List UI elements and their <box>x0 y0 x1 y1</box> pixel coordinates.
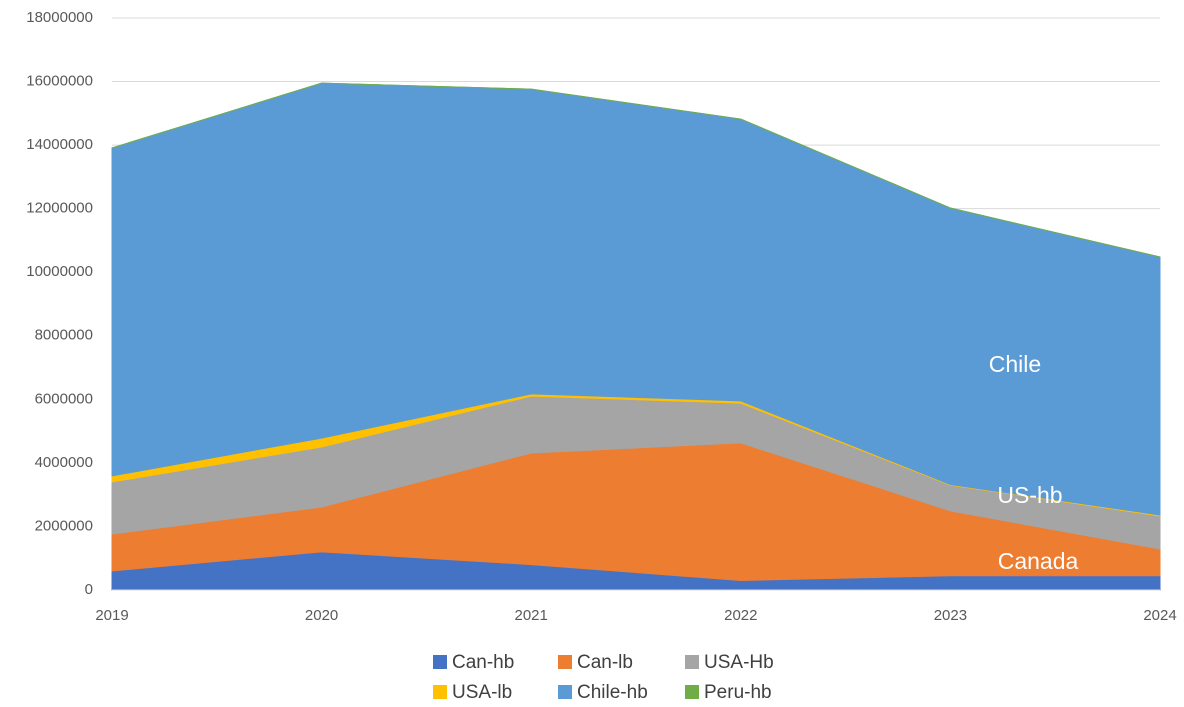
annotation: Canada <box>998 548 1079 574</box>
x-tick-label: 2021 <box>515 607 548 624</box>
x-tick-label: 2022 <box>724 607 757 624</box>
legend-label: Can-hb <box>452 652 514 673</box>
legend-swatch <box>433 655 447 669</box>
legend-swatch <box>685 685 699 699</box>
y-tick-label: 6000000 <box>35 390 93 407</box>
x-tick-label: 2020 <box>305 607 338 624</box>
y-tick-label: 2000000 <box>35 517 93 534</box>
y-tick-label: 12000000 <box>26 200 93 217</box>
legend-label: Peru-hb <box>704 682 772 703</box>
y-tick-label: 16000000 <box>26 73 93 90</box>
y-tick-label: 4000000 <box>35 454 93 471</box>
x-tick-label: 2023 <box>934 607 967 624</box>
legend-swatch <box>685 655 699 669</box>
legend-swatch <box>433 685 447 699</box>
legend-label: Can-lb <box>577 652 633 673</box>
legend-label: USA-Hb <box>704 652 774 673</box>
legend-swatch <box>558 655 572 669</box>
y-tick-label: 18000000 <box>26 9 93 26</box>
y-tick-label: 14000000 <box>26 136 93 153</box>
y-tick-label: 8000000 <box>35 327 93 344</box>
annotation: Chile <box>989 351 1041 377</box>
annotation: US-hb <box>997 482 1062 508</box>
y-tick-label: 10000000 <box>26 263 93 280</box>
legend-label: Chile-hb <box>577 682 648 703</box>
x-tick-label: 2019 <box>95 607 128 624</box>
legend-label: USA-lb <box>452 682 512 703</box>
x-tick-label: 2024 <box>1143 607 1176 624</box>
y-tick-label: 0 <box>85 581 93 598</box>
legend-swatch <box>558 685 572 699</box>
